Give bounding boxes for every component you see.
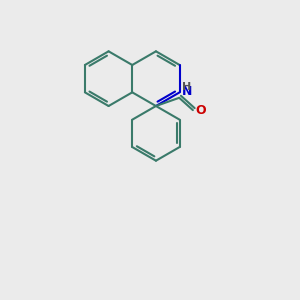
Text: N: N bbox=[182, 85, 192, 98]
Text: H: H bbox=[182, 82, 191, 92]
Text: O: O bbox=[195, 103, 206, 117]
